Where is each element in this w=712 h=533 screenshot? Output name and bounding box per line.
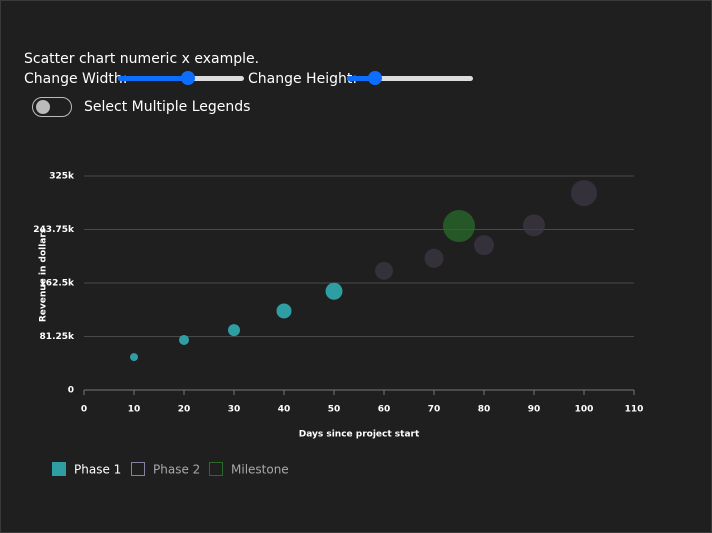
width-slider[interactable] xyxy=(118,71,244,85)
x-tick-label: 40 xyxy=(278,405,291,415)
legend-label[interactable]: Milestone xyxy=(231,463,289,477)
legend-toggle[interactable] xyxy=(32,97,72,117)
toggle-label: Select Multiple Legends xyxy=(84,99,251,115)
height-slider[interactable] xyxy=(347,71,473,85)
scatter-point xyxy=(325,282,343,300)
x-tick-label: 30 xyxy=(228,405,241,415)
scatter-point xyxy=(424,248,444,268)
x-tick-label: 0 xyxy=(81,405,87,415)
x-tick-label: 80 xyxy=(478,405,491,415)
y-tick-label: 325k xyxy=(49,172,75,182)
y-tick-label: 243.75k xyxy=(33,225,75,235)
x-tick-label: 110 xyxy=(625,405,644,415)
x-tick-label: 100 xyxy=(575,405,594,415)
scatter-point xyxy=(179,334,189,345)
x-tick-label: 50 xyxy=(328,405,341,415)
scatter-point xyxy=(443,210,475,243)
y-tick-label: 162.5k xyxy=(40,279,75,289)
x-tick-label: 90 xyxy=(528,405,541,415)
scatter-point xyxy=(228,324,240,337)
scatter-point xyxy=(276,303,292,319)
legend-swatch[interactable] xyxy=(131,462,145,476)
page-title: Scatter chart numeric x example. xyxy=(24,51,260,67)
scatter-point xyxy=(474,235,494,256)
legend-swatch[interactable] xyxy=(52,462,66,476)
scatter-point xyxy=(130,353,138,362)
y-tick-label: 81.25k xyxy=(40,332,75,342)
width-label: Change Width: xyxy=(24,71,128,87)
scatter-point xyxy=(571,180,597,207)
scatter-point xyxy=(523,214,545,237)
x-tick-label: 10 xyxy=(128,405,141,415)
scatter-point xyxy=(375,261,393,280)
legend-swatch[interactable] xyxy=(209,462,223,476)
y-tick-label: 0 xyxy=(68,386,74,396)
legend-label[interactable]: Phase 2 xyxy=(153,463,200,477)
x-tick-label: 70 xyxy=(428,405,441,415)
legend-label[interactable]: Phase 1 xyxy=(74,463,121,477)
y-axis-title: Revenue in dollars xyxy=(39,228,49,322)
x-axis-title: Days since project start xyxy=(299,430,420,440)
x-tick-label: 20 xyxy=(178,405,191,415)
x-tick-label: 60 xyxy=(378,405,391,415)
height-label: Change Height: xyxy=(248,71,358,87)
